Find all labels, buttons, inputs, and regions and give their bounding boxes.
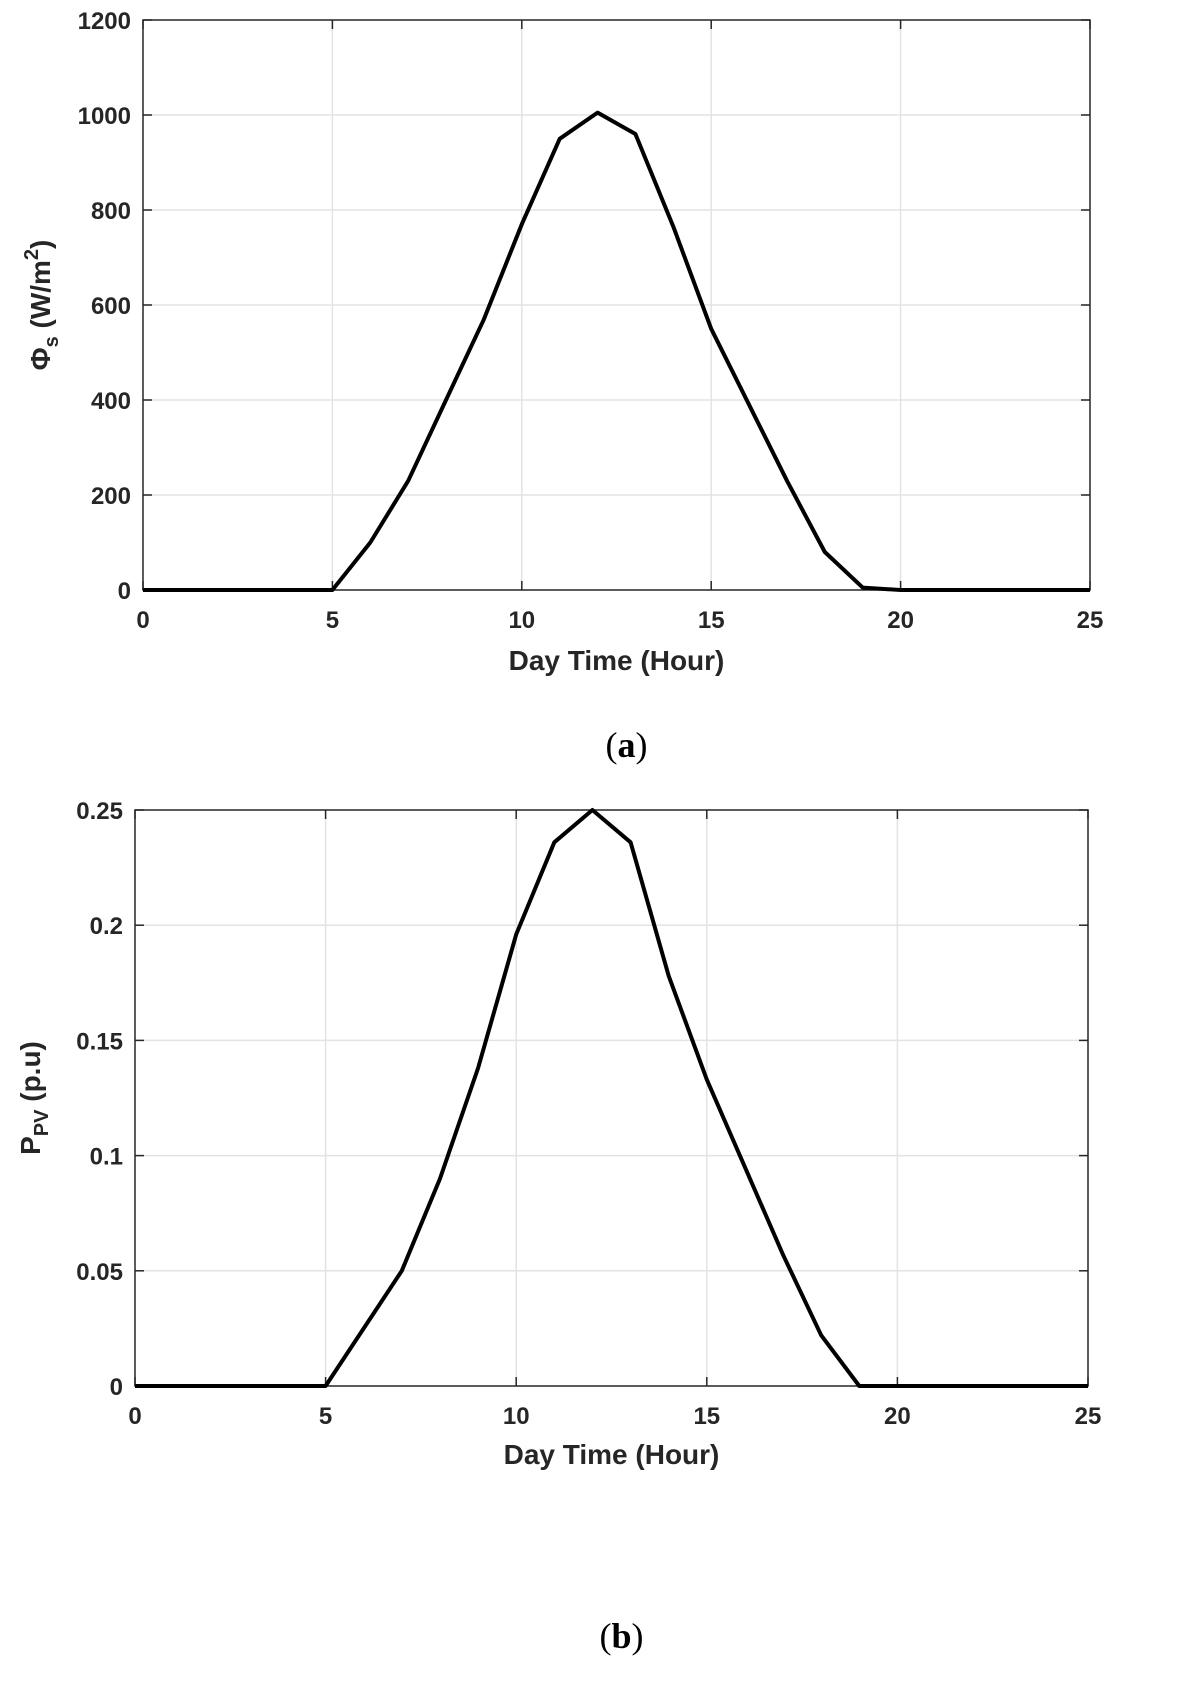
x-tick-label: 10: [508, 607, 535, 634]
panel-b-y-axis-label: PPV (p.u): [15, 1041, 53, 1155]
panel-b-x-axis-label: Day Time (Hour): [504, 1439, 720, 1470]
x-tick-label: 20: [884, 1403, 911, 1430]
x-tick-label: 0: [136, 607, 149, 634]
y-tick-label: 1200: [78, 8, 131, 35]
y-tick-label: 800: [91, 198, 131, 225]
panel-a: 0 5 10 15 20 25 0 200 400 600 800 1000 1200 Day Time…: [21, 8, 1103, 765]
panel-a-irradiance-line: [143, 110, 1090, 592]
panel-a-ylabel-unit-close: ): [25, 240, 56, 249]
y-tick-label: 0.1: [90, 1144, 123, 1171]
panel-a-ticks: 0 5 10 15 20 25 0 200 400 600 800 1000 1200: [78, 8, 1104, 634]
panel-b-axes-frame: [134, 809, 1089, 1387]
panel-b-ylabel-symbol: P: [15, 1136, 46, 1155]
x-tick-label: 25: [1077, 607, 1104, 634]
x-tick-label: 25: [1075, 1403, 1102, 1430]
panel-a-ylabel-unit: (W/m: [25, 260, 56, 336]
panel-b-ticks: 0 5 10 15 20 25 0 0.05 0.1 0.15 0.2 0.25: [76, 798, 1101, 1430]
y-tick-label: 200: [91, 483, 131, 510]
panel-b: 0 5 10 15 20 25 0 0.05 0.1 0.15 0.2 0.25 Day Time (…: [15, 798, 1101, 1656]
panel-b-caption: (b): [599, 1616, 643, 1656]
panel-a-caption: (a): [606, 725, 648, 765]
x-tick-label: 5: [319, 1403, 332, 1430]
panel-b-pv-power-line: [135, 808, 1088, 1388]
y-tick-label: 0: [110, 1374, 123, 1401]
x-tick-label: 5: [326, 607, 339, 634]
y-tick-label: 0: [118, 578, 131, 605]
x-tick-label: 10: [503, 1403, 530, 1430]
x-tick-label: 0: [128, 1403, 141, 1430]
panel-b-ylabel-unit: (p.u): [15, 1041, 46, 1109]
y-tick-label: 0.25: [76, 798, 123, 825]
panel-a-caption-letter: a: [618, 725, 636, 765]
panel-b-caption-letter: b: [611, 1616, 631, 1656]
panel-a-ylabel-sub: s: [41, 336, 63, 347]
panel-a-grid: [143, 20, 1090, 590]
y-tick-label: 1000: [78, 103, 131, 130]
y-tick-label: 0.05: [76, 1259, 123, 1286]
y-tick-label: 600: [91, 293, 131, 320]
y-tick-label: 0.15: [76, 1028, 123, 1055]
panel-b-grid: [135, 810, 1088, 1386]
x-tick-label: 20: [887, 607, 914, 634]
y-tick-label: 400: [91, 388, 131, 415]
panel-a-ylabel-symbol: Φ: [25, 347, 56, 370]
y-tick-label: 0.2: [90, 913, 123, 940]
panel-a-ylabel-sup: 2: [21, 249, 43, 260]
panel-b-ylabel-sub: PV: [31, 1109, 53, 1136]
x-tick-label: 15: [693, 1403, 720, 1430]
panel-a-x-axis-label: Day Time (Hour): [509, 645, 725, 676]
x-tick-label: 15: [698, 607, 725, 634]
panel-a-y-axis-label: Φs (W/m2): [21, 240, 63, 371]
